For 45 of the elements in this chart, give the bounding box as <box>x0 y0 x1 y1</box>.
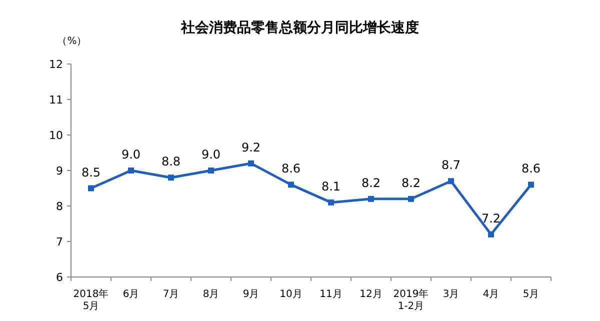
data-label: 8.1 <box>321 179 341 194</box>
data-label: 9.2 <box>241 140 261 154</box>
chart-title: 社会消费品零售总额分月同比增长速度 <box>180 19 419 36</box>
y-tick-label: 9 <box>56 164 63 178</box>
data-label: 9.0 <box>201 148 221 162</box>
point <box>128 168 134 174</box>
point <box>408 196 414 202</box>
x-tick-label: 5月 <box>522 289 540 300</box>
data-label: 8.5 <box>81 165 101 180</box>
data-label: 8.7 <box>441 158 461 172</box>
data-label: 8.6 <box>521 162 541 176</box>
data-label: 8.2 <box>401 176 421 190</box>
data-label: 7.2 <box>481 211 501 226</box>
x-tick-label: 10月 <box>280 289 302 300</box>
x-tick-label: 4月 <box>482 289 500 300</box>
point <box>368 196 374 202</box>
point <box>488 231 494 238</box>
y-axis-title: （%） <box>57 36 87 47</box>
x-tick-label: 6月 <box>122 289 140 300</box>
data-label: 8.2 <box>361 176 381 190</box>
x-tick-label: 12月 <box>360 289 382 300</box>
y-tick-label: 10 <box>49 129 63 142</box>
point <box>88 185 94 192</box>
y-tick-label: 8 <box>56 200 63 213</box>
x-tick-label: 3月 <box>442 289 460 300</box>
point <box>528 182 534 188</box>
y-tick-label: 12 <box>49 58 63 71</box>
x-tick-label: 2019年 1-2月 <box>393 288 429 312</box>
data-label: 8.8 <box>161 154 181 169</box>
x-tick-label: 9月 <box>242 289 260 300</box>
x-tick-label: 11月 <box>320 289 342 300</box>
point <box>288 182 294 188</box>
point <box>448 178 454 184</box>
point <box>208 168 214 174</box>
x-tick-label: 2018年 5月 <box>73 288 109 312</box>
x-tick-label: 7月 <box>162 289 180 300</box>
y-tick-label: 6 <box>56 271 63 284</box>
x-tick-label: 8月 <box>202 289 220 300</box>
y-tick-label: 11 <box>49 94 63 106</box>
point <box>168 174 174 181</box>
point <box>328 199 334 206</box>
data-label: 8.6 <box>281 162 301 176</box>
point <box>248 160 254 166</box>
y-tick-label: 7 <box>56 236 63 248</box>
data-label: 9.0 <box>121 148 141 162</box>
